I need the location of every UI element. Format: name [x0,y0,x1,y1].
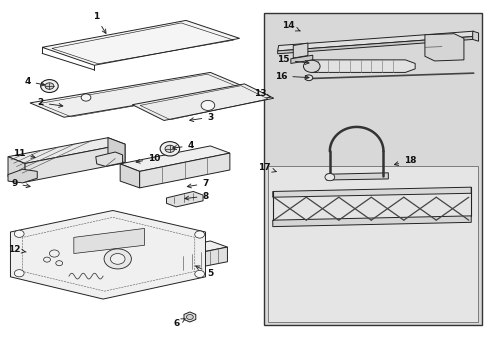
Polygon shape [10,211,205,299]
Circle shape [201,100,214,111]
Circle shape [45,83,54,89]
Polygon shape [277,37,472,54]
Text: 9: 9 [11,179,30,188]
Circle shape [14,270,24,277]
Circle shape [160,141,179,156]
Circle shape [186,315,193,319]
Text: 5: 5 [195,266,213,278]
Polygon shape [272,187,470,197]
Circle shape [104,249,131,269]
Text: 11: 11 [13,149,35,158]
Polygon shape [8,169,37,183]
Polygon shape [74,228,144,253]
Text: 3: 3 [189,113,213,122]
Polygon shape [8,157,25,182]
Text: 4: 4 [172,141,194,150]
Polygon shape [472,31,478,41]
Polygon shape [293,43,307,58]
Text: 17: 17 [257,163,276,172]
Circle shape [305,75,312,81]
Polygon shape [8,138,125,163]
Polygon shape [311,60,414,72]
Text: 18: 18 [394,156,416,166]
Polygon shape [157,241,227,258]
Polygon shape [42,21,239,65]
Circle shape [43,257,50,262]
FancyBboxPatch shape [264,13,482,325]
Text: 1: 1 [92,12,106,33]
Circle shape [56,261,62,266]
Text: 8: 8 [184,192,208,201]
Circle shape [49,250,59,257]
Polygon shape [277,31,473,51]
Polygon shape [30,72,244,117]
Text: 16: 16 [274,72,308,81]
Polygon shape [108,138,125,163]
Polygon shape [290,55,312,63]
Circle shape [303,60,320,72]
Text: 14: 14 [282,21,300,31]
Polygon shape [96,152,122,166]
Polygon shape [424,34,463,61]
Polygon shape [272,216,470,226]
Text: 12: 12 [8,246,26,255]
Circle shape [194,270,204,278]
Text: 4: 4 [24,77,45,86]
FancyBboxPatch shape [267,166,477,321]
Polygon shape [120,146,229,171]
Circle shape [164,145,174,152]
Polygon shape [140,153,229,188]
Text: 2: 2 [38,98,62,107]
Text: 10: 10 [136,154,160,163]
Text: 6: 6 [173,319,185,328]
Polygon shape [132,84,273,121]
Circle shape [110,253,125,264]
Circle shape [325,174,334,181]
Circle shape [41,80,58,93]
Text: 15: 15 [277,55,308,64]
Text: 13: 13 [253,89,270,98]
Polygon shape [183,312,195,322]
Circle shape [194,231,204,238]
Polygon shape [25,144,125,182]
Polygon shape [157,252,173,272]
Polygon shape [326,173,387,180]
Circle shape [81,94,91,101]
Polygon shape [173,247,227,272]
Polygon shape [120,164,140,188]
Polygon shape [166,192,203,207]
Circle shape [14,230,24,237]
Text: 7: 7 [187,179,208,188]
